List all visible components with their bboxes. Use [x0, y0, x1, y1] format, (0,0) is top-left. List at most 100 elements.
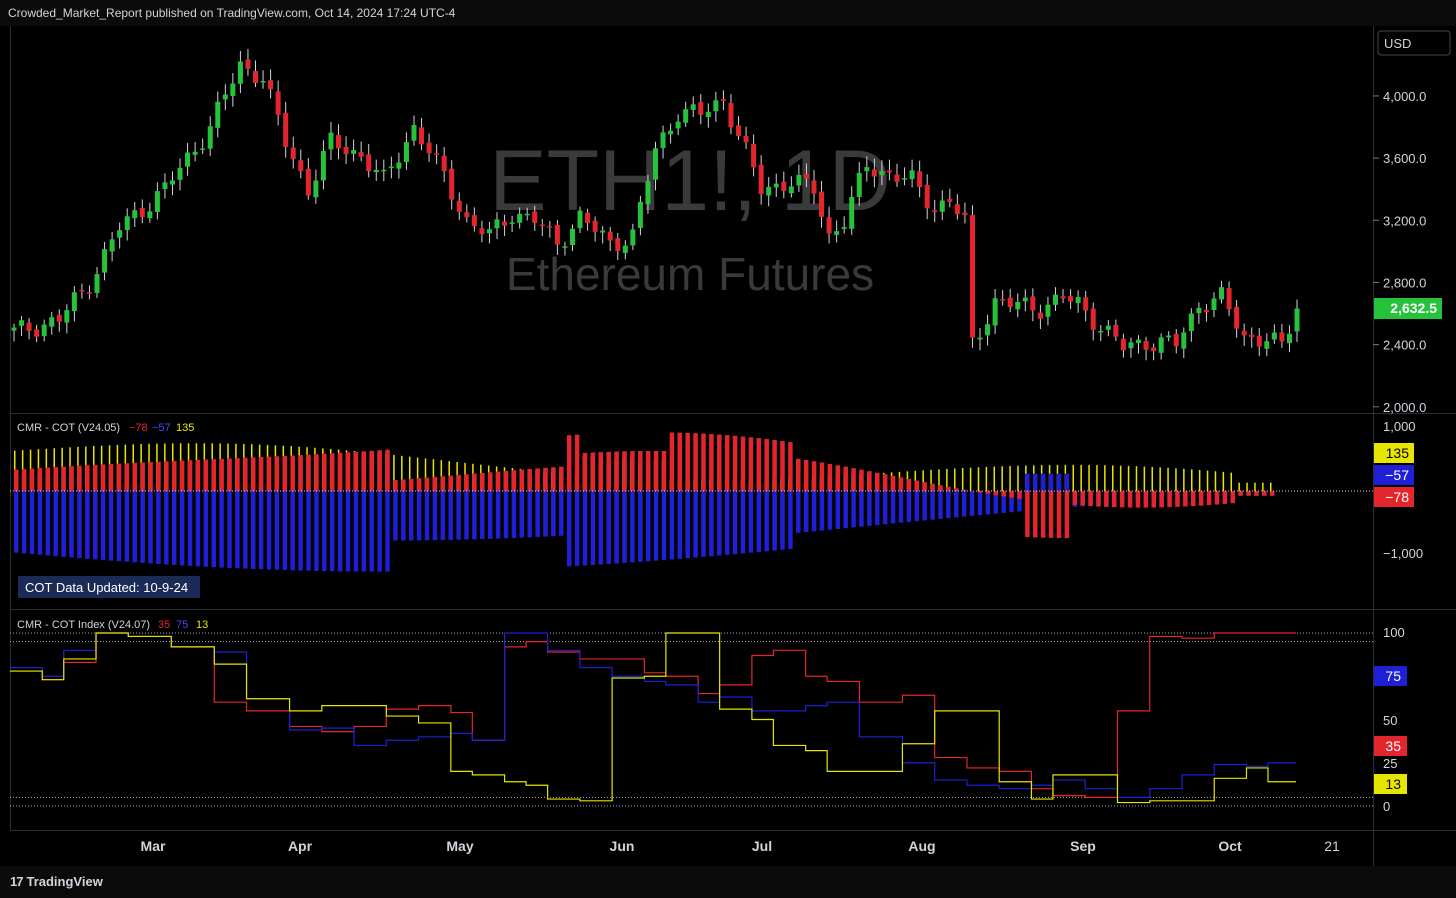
- cot-axis-label-top: 1,000: [1383, 419, 1416, 434]
- cot-bar-commercials: [1017, 491, 1022, 499]
- candle-body: [902, 178, 908, 180]
- cot-bar-large-specs: [211, 491, 216, 568]
- candle-body: [1279, 332, 1285, 342]
- candle-body: [622, 245, 628, 253]
- cot-bar-commercials: [938, 485, 943, 491]
- time-axis[interactable]: Mar Apr May Jun Jul Aug Sep Oct 21: [141, 838, 1340, 854]
- cot-badge-large-specs-bg: [1374, 465, 1414, 485]
- cot-bar-large-specs: [732, 491, 738, 555]
- candle-body: [1136, 339, 1142, 343]
- cot-bar-large-specs: [274, 491, 280, 570]
- cot-bar-commercials: [1001, 491, 1006, 497]
- currency-button[interactable]: USD: [1384, 36, 1411, 51]
- cot-bar-large-specs: [92, 491, 98, 560]
- cot-bar-large-specs: [1048, 473, 1054, 491]
- cot-bar-commercials: [424, 477, 430, 491]
- candle-body: [411, 125, 417, 141]
- cot-bar-large-specs: [1017, 491, 1022, 512]
- cot-bar-commercials: [243, 457, 248, 491]
- candle-body: [479, 228, 485, 235]
- time-tick-label: Mar: [141, 838, 166, 854]
- cot-bar-commercials: [179, 460, 185, 491]
- candle-body: [1045, 304, 1051, 317]
- cot-bar-large-specs: [243, 491, 248, 569]
- candle-body: [1234, 307, 1240, 329]
- candle-body: [109, 239, 115, 252]
- cot-bar-large-specs: [258, 491, 264, 570]
- candle-body: [909, 170, 915, 180]
- price-axis[interactable]: 4,000.0 3,600.0 3,200.0 2,800.0 2,400.0 2,000…: [1373, 89, 1426, 415]
- index-badge-commercials-bg: [1374, 736, 1407, 756]
- cot-bar-small-specs: [985, 466, 988, 491]
- cot-bar-commercials: [45, 467, 51, 491]
- cot-bar-commercials: [1127, 491, 1133, 508]
- tradingview-footer: 17 TradingView: [0, 866, 1456, 898]
- candle-body: [1015, 301, 1021, 310]
- cot-bar-large-specs: [1009, 491, 1014, 513]
- cot-bar-commercials: [250, 457, 256, 491]
- cot-bar-large-specs: [179, 491, 185, 566]
- candle-body: [222, 94, 228, 100]
- candle-body: [34, 329, 40, 337]
- cot-bar-large-specs: [827, 491, 833, 530]
- cot-bar-commercials: [124, 463, 130, 491]
- cot-bar-commercials: [914, 480, 920, 491]
- cot-bar-commercials: [748, 437, 754, 491]
- cot-bar-commercials: [906, 479, 912, 491]
- cot-bar-commercials: [709, 434, 714, 491]
- cot-bar-small-specs: [1183, 468, 1185, 491]
- cot-bar-large-specs: [677, 491, 683, 559]
- index-value-large-specs: 75: [176, 619, 188, 631]
- cot-bar-commercials: [1191, 491, 1196, 507]
- time-tick-label: Apr: [288, 838, 313, 854]
- candle-body: [441, 155, 447, 172]
- cot-bar-large-specs: [606, 491, 611, 564]
- cot-bar-commercials: [1033, 491, 1038, 538]
- candle-body: [1098, 330, 1104, 333]
- cot-bar-commercials: [851, 468, 856, 491]
- cot-bar-commercials: [819, 462, 825, 491]
- cot-bar-commercials: [574, 434, 580, 491]
- cot-bar-large-specs: [227, 491, 232, 568]
- cot-bar-large-specs: [1025, 473, 1030, 491]
- cot-bar-large-specs: [408, 491, 414, 541]
- candle-body: [200, 148, 206, 150]
- candle-body: [1030, 296, 1036, 311]
- cot-axis-label-bottom: −1,000: [1383, 546, 1423, 561]
- candle-body: [841, 227, 847, 229]
- cot-bar-small-specs: [1112, 465, 1114, 491]
- candle-body: [585, 212, 591, 223]
- candle-body: [11, 327, 17, 331]
- cot-bar-commercials: [551, 467, 556, 491]
- chart-canvas[interactable]: ETH1!, 1D Ethereum Futures 4,000.0 3,600.…: [0, 26, 1456, 866]
- candle-body: [1068, 296, 1074, 302]
- cot-value-large-specs: −57: [152, 422, 171, 434]
- currency-button-bg[interactable]: [1377, 30, 1451, 56]
- cot-bar-large-specs: [100, 491, 106, 561]
- cot-bar-large-specs: [685, 491, 690, 559]
- cot-bar-large-specs: [472, 491, 477, 540]
- cot-bar-large-specs: [37, 491, 43, 555]
- candle-body: [426, 142, 432, 154]
- tradingview-logo[interactable]: 17 TradingView: [10, 874, 103, 889]
- candle-body: [675, 121, 681, 129]
- time-tick-label: Jul: [752, 838, 772, 854]
- cot-bar-commercials: [669, 432, 675, 491]
- cot-bar-commercials: [788, 442, 793, 491]
- cot-bar-small-specs: [1230, 472, 1233, 491]
- candle-body: [1007, 297, 1013, 308]
- candle-body: [1075, 297, 1081, 304]
- index-line-commercials: [10, 632, 1296, 798]
- cot-bar-large-specs: [993, 491, 999, 514]
- cot-bar-commercials: [764, 439, 769, 491]
- candlestick-series: [11, 49, 1300, 361]
- cot-bar-small-specs: [1143, 466, 1146, 491]
- cot-bar-large-specs: [622, 491, 627, 563]
- cot-bar-commercials: [1151, 491, 1157, 508]
- candle-body: [917, 171, 923, 188]
- cot-updated-box: [18, 576, 200, 598]
- cot-bar-commercials: [140, 462, 145, 491]
- price-tick-label: 3,200.0: [1383, 213, 1426, 228]
- candle-body: [886, 170, 892, 173]
- watermark-name: Ethereum Futures: [506, 248, 874, 300]
